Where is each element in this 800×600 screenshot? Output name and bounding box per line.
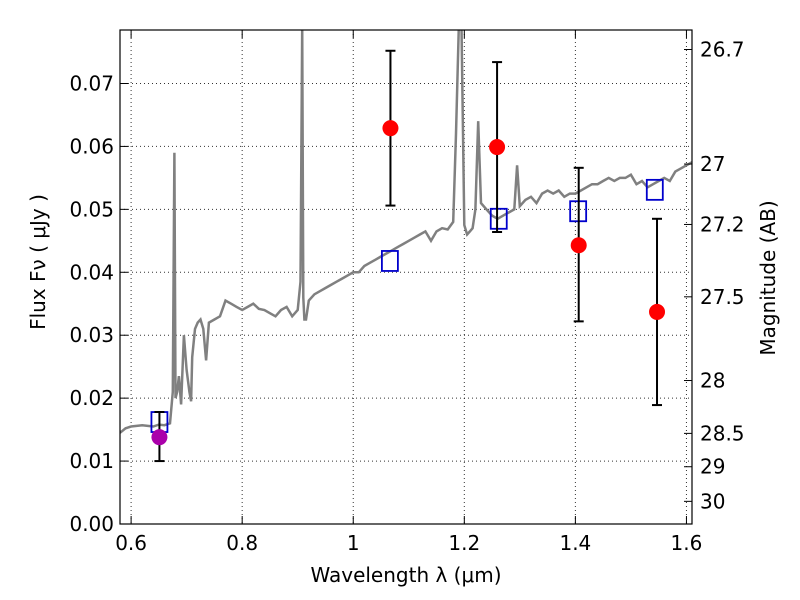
x-tick-label: 1.6 [671,531,703,555]
model-point [380,250,399,272]
x-tick-label: 0.6 [115,531,147,555]
x-axis-title: Wavelength λ (μm) [310,563,501,587]
y-tick-label: 0.00 [69,512,114,536]
y2-axis-title: Magnitude (AB) [756,200,780,355]
x-tick-label: 1.4 [559,531,591,555]
spectrum-line [120,30,692,434]
spectrum-series [120,30,692,434]
observed-point [489,139,506,156]
y2-tick-label: 29 [700,455,725,479]
y-tick-label: 0.03 [69,323,114,347]
y-tick-label: 0.07 [69,71,114,95]
observed-point [649,303,666,320]
observed-point [151,429,168,446]
y-tick-label: 0.01 [69,449,114,473]
axis-ticks: 0.6 0.8 1 1.2 1.4 1.6 0.00 0.01 0.02 0.03 0.04 0.05… [69,30,745,555]
model-point [489,207,508,230]
y-tick-label: 0.02 [69,386,114,410]
y-axis-title: Flux Fν ( μJy ) [26,194,50,330]
y2-tick-label: 30 [700,489,725,513]
model-photometry-series [150,178,664,433]
y2-tick-label: 27 [700,152,725,176]
x-tick-label: 1.2 [448,531,480,555]
y-tick-label: 0.04 [69,260,114,284]
observed-point [382,120,399,137]
y-tick-label: 0.05 [69,197,114,221]
y-tick-label: 0.06 [69,134,114,158]
x-tick-label: 0.8 [226,531,258,555]
grid [120,30,692,525]
y2-tick-label: 27.5 [700,285,745,309]
y2-tick-label: 26.7 [700,38,745,62]
plot-frame [119,29,693,525]
observed-point [570,237,587,254]
model-point [645,178,664,201]
observed-series [151,49,666,463]
y2-tick-label: 27.2 [700,212,745,236]
y2-tick-label: 28.5 [700,421,745,445]
y2-tick-label: 28 [700,369,725,393]
x-tick-label: 1 [347,531,360,555]
